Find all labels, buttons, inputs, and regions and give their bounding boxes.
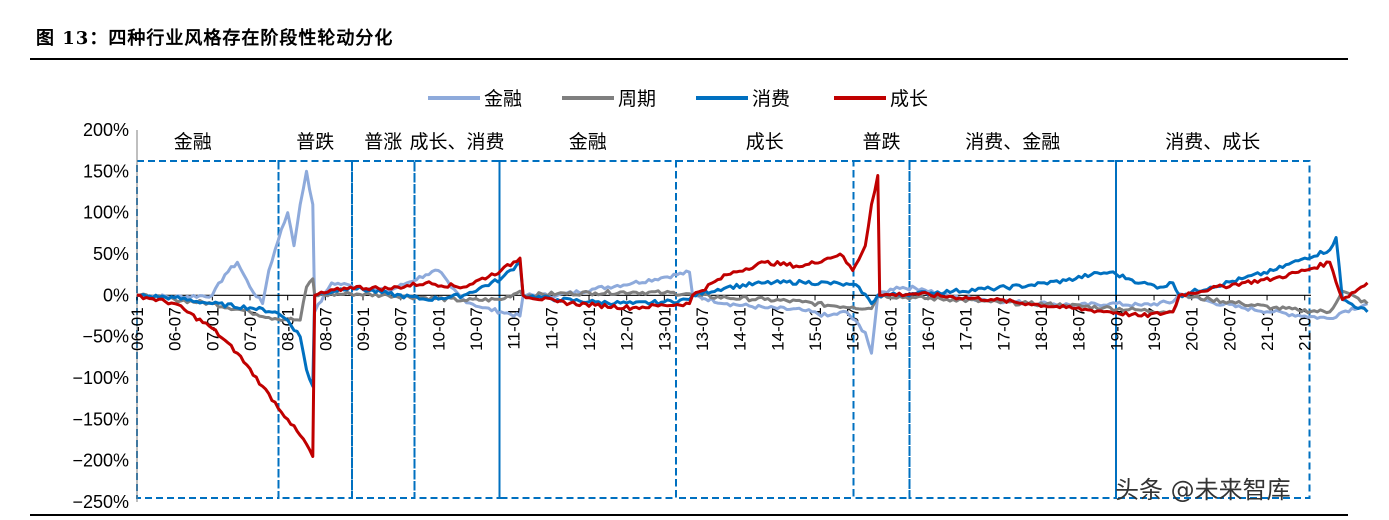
x-tick-label: 11-01 (505, 307, 524, 349)
regime-label: 普涨 (364, 131, 402, 153)
legend-label-cycle: 周期 (618, 88, 656, 110)
x-tick-label: 06-01 (128, 307, 147, 350)
x-tick-label: 08-07 (316, 307, 335, 350)
bottom-rule (30, 514, 1348, 516)
x-tick-label: 20-01 (1183, 307, 1202, 350)
x-tick-label: 19-07 (1145, 307, 1164, 350)
y-tick-label: −200% (72, 451, 129, 471)
y-tick-label: 200% (83, 120, 129, 140)
regime-labels: 金融 普跌 普涨 成长、消费 金融 成长 普跌 消费、金融 消费、成长 (174, 131, 1261, 153)
legend-label-finance: 金融 (484, 88, 522, 110)
x-tick-label: 10-01 (429, 307, 448, 350)
x-tick-label: 09-07 (392, 307, 411, 350)
x-tick-label: 10-07 (467, 307, 486, 350)
regime-label: 成长、消费 (409, 131, 504, 153)
x-tick-label: 07-07 (241, 307, 260, 350)
x-tick-label: 20-07 (1220, 307, 1239, 350)
regime-label: 消费、成长 (1165, 131, 1260, 153)
x-tick-label: 15-07 (844, 307, 863, 350)
x-tick-label: 12-01 (580, 307, 599, 350)
y-tick-label: 100% (83, 203, 129, 223)
y-tick-label: −150% (72, 409, 129, 429)
x-tick-label: 17-01 (957, 307, 976, 350)
x-tick-label: 17-07 (994, 307, 1013, 350)
legend-label-growth: 成长 (890, 88, 928, 110)
x-tick-label: 12-07 (618, 307, 637, 350)
x-tick-label: 19-01 (1107, 307, 1126, 350)
x-tick-label: 14-01 (731, 307, 750, 350)
regime-label: 消费、金融 (965, 131, 1060, 153)
x-tick-label: 13-01 (655, 307, 674, 350)
regime-label: 普跌 (862, 131, 900, 153)
regime-label: 普跌 (296, 131, 334, 153)
x-tick-label: 21-01 (1258, 307, 1277, 350)
x-tick-label: 15-01 (806, 307, 825, 350)
watermark: 头条 @未来智库 (1115, 476, 1291, 504)
y-axis: 200% 150% 100% 50% 0% −50% −100% −150% −200% −250… (72, 120, 138, 512)
x-tick-label: 11-07 (542, 307, 561, 349)
y-tick-label: 0% (103, 285, 129, 305)
y-tick-label: −100% (72, 368, 129, 388)
regime-label: 成长 (746, 131, 784, 153)
regime-boxes (136, 160, 1311, 499)
top-rule (30, 58, 1348, 60)
y-tick-label: −50% (82, 327, 129, 347)
series-line-cycle (136, 277, 1369, 322)
x-tick-label: 16-07 (919, 307, 938, 350)
y-tick-label: 50% (93, 244, 129, 264)
figure-title: 图 13：四种行业风格存在阶段性轮动分化 (36, 28, 394, 49)
x-tick-label: 06-07 (166, 307, 185, 350)
y-tick-label: −250% (72, 492, 129, 512)
legend: 金融 周期 消费 成长 (428, 88, 928, 110)
series-line-growth (137, 174, 1369, 458)
series-lines (136, 169, 1369, 458)
x-tick-label: 18-07 (1070, 307, 1089, 350)
regime-box (413, 160, 501, 499)
x-tick-label: 14-07 (768, 307, 787, 350)
x-tick-label: 09-01 (354, 307, 373, 350)
x-tick-label: 13-07 (693, 307, 712, 350)
y-tick-label: 150% (83, 161, 129, 181)
series-line-finance (136, 169, 1369, 355)
legend-label-consumer: 消费 (752, 88, 790, 110)
x-tick-label: 16-01 (881, 307, 900, 350)
regime-label: 金融 (174, 131, 212, 153)
x-tick-label: 18-01 (1032, 307, 1051, 350)
regime-box (1115, 160, 1311, 499)
regime-label: 金融 (569, 131, 607, 153)
